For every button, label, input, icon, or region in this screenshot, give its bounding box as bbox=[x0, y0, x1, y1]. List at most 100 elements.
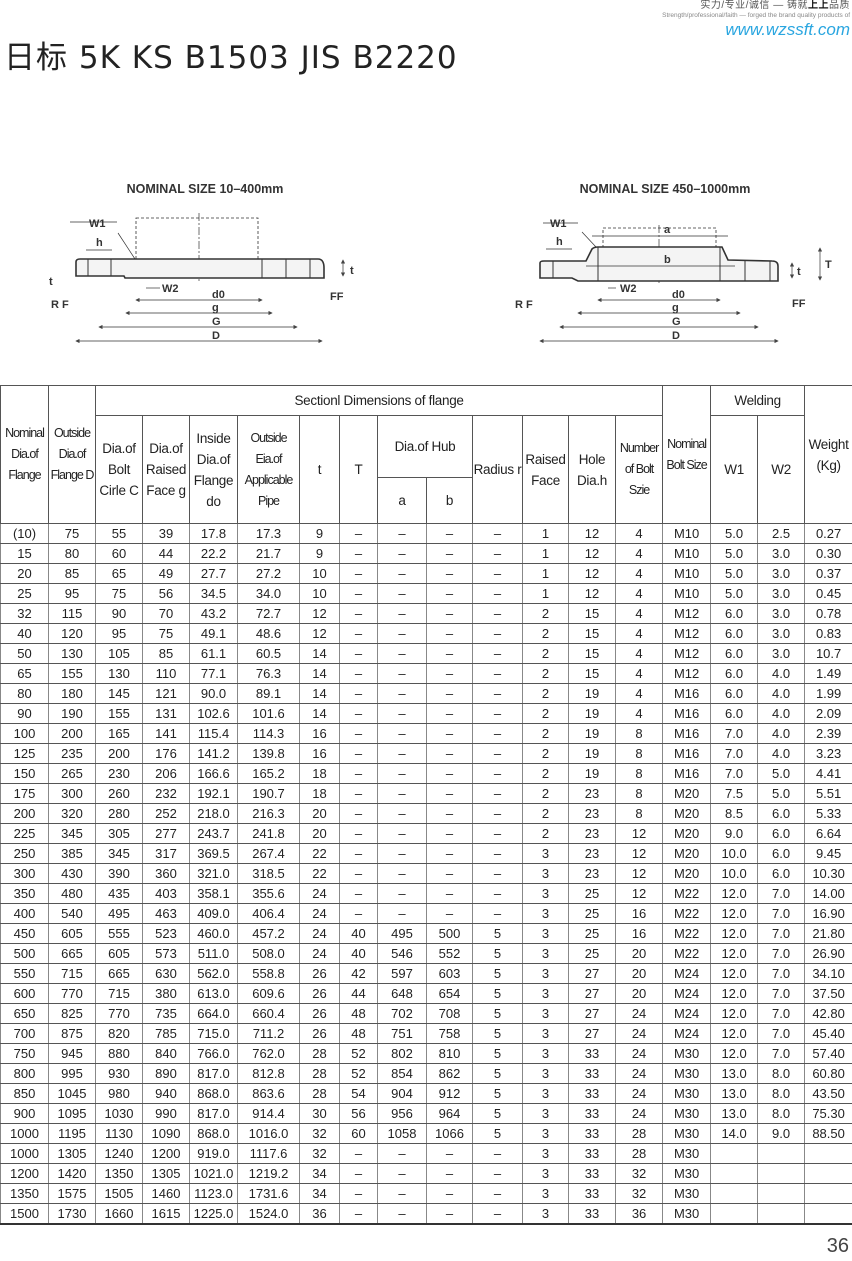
table-cell: 5 bbox=[472, 1103, 523, 1124]
table-cell: 751 bbox=[377, 1023, 427, 1044]
table-cell: 23 bbox=[568, 863, 616, 884]
table-cell: 57.40 bbox=[804, 1043, 852, 1064]
table-cell bbox=[710, 1163, 759, 1184]
table-cell: – bbox=[426, 663, 473, 684]
table-row: 200 320 280 252 218.0 216.3 20– – – –2 23 8 M20 8.5 6.… bbox=[0, 803, 852, 824]
table-row: 900 1095 1030 990 817.0 914.4 30 56 956 964 5 3 33 24… bbox=[0, 1103, 852, 1124]
table-cell: 711.2 bbox=[237, 1023, 300, 1044]
table-cell: 48 bbox=[339, 1003, 378, 1024]
table-cell: 80 bbox=[0, 683, 49, 704]
table-cell: 1016.0 bbox=[237, 1123, 300, 1144]
table-cell: 3.0 bbox=[757, 543, 806, 564]
table-cell: 5.0 bbox=[710, 543, 759, 564]
table-cell: M16 bbox=[662, 683, 712, 704]
table-cell: 4 bbox=[614, 663, 664, 684]
table-cell: 3 bbox=[522, 1023, 569, 1044]
label-w1: W1 bbox=[550, 218, 567, 230]
table-cell: 232 bbox=[142, 783, 190, 804]
header-pipe-dia: Outside Eia.of Applicable Pipe bbox=[237, 415, 300, 524]
table-cell: 6.0 bbox=[757, 823, 806, 844]
table-cell: 3 bbox=[522, 963, 569, 984]
table-cell: 500 bbox=[0, 943, 49, 964]
table-row: 450 605 555 523 460.0 457.2 24 40 495 500 5 3 25 16 M2… bbox=[0, 923, 852, 944]
table-cell: 1225.0 bbox=[189, 1203, 238, 1225]
table-cell: – bbox=[339, 543, 378, 564]
table-cell: 24 bbox=[614, 1103, 664, 1124]
table-cell: 409.0 bbox=[189, 903, 238, 924]
table-cell: – bbox=[472, 863, 523, 884]
table-cell: 810 bbox=[426, 1043, 473, 1064]
table-cell: 27 bbox=[568, 963, 616, 984]
table-cell: 28 bbox=[614, 1143, 664, 1164]
table-cell: 27 bbox=[568, 1023, 616, 1044]
table-cell: 358.1 bbox=[189, 883, 238, 904]
table-cell: 300 bbox=[0, 863, 49, 884]
table-cell: 10 bbox=[299, 563, 340, 584]
table-cell: 120 bbox=[48, 623, 96, 644]
table-cell: 60.5 bbox=[237, 643, 300, 664]
table-cell: 43.50 bbox=[804, 1083, 852, 1104]
table-cell: 665 bbox=[48, 943, 96, 964]
table-cell: M22 bbox=[662, 903, 712, 924]
table-cell: 13.0 bbox=[710, 1103, 759, 1124]
table-cell: 6.0 bbox=[710, 603, 759, 624]
table-cell: 4 bbox=[614, 563, 664, 584]
table-cell: 10.30 bbox=[804, 863, 852, 884]
table-cell: 14 bbox=[299, 703, 340, 724]
label-D: D bbox=[672, 330, 680, 342]
table-cell: 3 bbox=[522, 1083, 569, 1104]
table-cell: 40 bbox=[339, 943, 378, 964]
table-cell: 0.83 bbox=[804, 623, 852, 644]
table-cell: 648 bbox=[377, 983, 427, 1004]
table-cell: 5.33 bbox=[804, 803, 852, 824]
table-cell: – bbox=[472, 783, 523, 804]
table-cell: 6.0 bbox=[757, 803, 806, 824]
table-cell: 817.0 bbox=[189, 1103, 238, 1124]
table-cell: – bbox=[339, 883, 378, 904]
table-cell: 5 bbox=[472, 1083, 523, 1104]
table-cell: 812.8 bbox=[237, 1063, 300, 1084]
table-cell: 12.0 bbox=[710, 923, 759, 944]
table-cell: 4.0 bbox=[757, 743, 806, 764]
table-cell: 175 bbox=[0, 783, 49, 804]
table-cell: 24 bbox=[614, 1063, 664, 1084]
table-cell: 875 bbox=[48, 1023, 96, 1044]
table-cell: M22 bbox=[662, 923, 712, 944]
table-cell: – bbox=[472, 803, 523, 824]
table-cell: – bbox=[339, 603, 378, 624]
table-cell: 176 bbox=[142, 743, 190, 764]
table-cell: 54 bbox=[339, 1083, 378, 1104]
table-cell: 3 bbox=[522, 1203, 569, 1225]
table-cell: 990 bbox=[142, 1103, 190, 1124]
table-cell: 758 bbox=[426, 1023, 473, 1044]
table-cell: 100 bbox=[0, 723, 49, 744]
table-cell: 28 bbox=[299, 1043, 340, 1064]
table-cell: M12 bbox=[662, 623, 712, 644]
table-row: 800 995 930 890 817.0 812.8 28 52 854 862 5 3 33 24 M3… bbox=[0, 1063, 852, 1084]
table-cell: 4 bbox=[614, 643, 664, 664]
table-cell: 5 bbox=[472, 963, 523, 984]
label-a: a bbox=[664, 224, 671, 236]
table-cell: 654 bbox=[426, 983, 473, 1004]
table-cell: 65 bbox=[0, 663, 49, 684]
table-cell: 80 bbox=[48, 543, 96, 564]
table-cell: 49 bbox=[142, 563, 190, 584]
table-cell: 90.0 bbox=[189, 683, 238, 704]
table-cell: 820 bbox=[95, 1023, 143, 1044]
table-cell: 3 bbox=[522, 1163, 569, 1184]
table-cell: 12 bbox=[568, 543, 616, 564]
table-cell: 4.41 bbox=[804, 763, 852, 784]
table-cell: 802 bbox=[377, 1043, 427, 1064]
table-cell: – bbox=[426, 1163, 473, 1184]
label-ff: FF bbox=[792, 298, 806, 310]
table-cell: – bbox=[339, 1143, 378, 1164]
table-cell: M22 bbox=[662, 883, 712, 904]
table-cell: 1045 bbox=[48, 1083, 96, 1104]
table-cell: – bbox=[377, 623, 427, 644]
table-cell: 511.0 bbox=[189, 943, 238, 964]
table-cell: 715 bbox=[48, 963, 96, 984]
table-cell: 600 bbox=[0, 983, 49, 1004]
table-cell: 500 bbox=[426, 923, 473, 944]
table-cell: 267.4 bbox=[237, 843, 300, 864]
table-cell: 102.6 bbox=[189, 703, 238, 724]
